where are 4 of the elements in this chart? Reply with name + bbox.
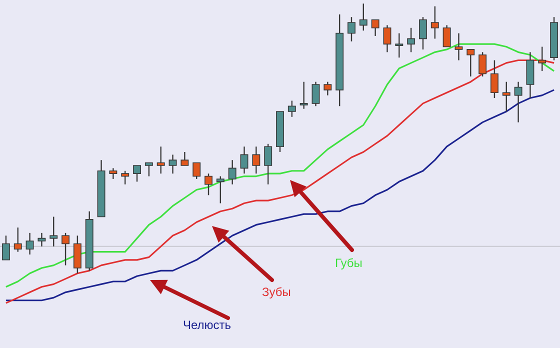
candlestick xyxy=(133,164,141,182)
text: Челюсть xyxy=(183,318,232,332)
text: Зубы xyxy=(262,285,291,299)
text: Губы xyxy=(335,256,362,270)
